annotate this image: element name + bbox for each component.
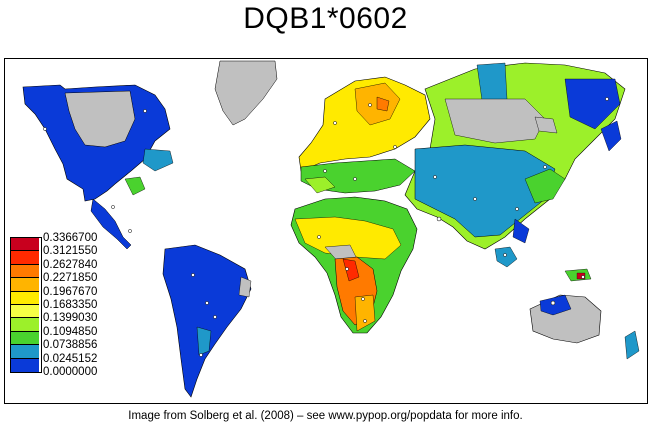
world-map	[4, 58, 648, 404]
africa	[290, 196, 418, 334]
legend-swatch	[11, 278, 39, 292]
legend-color-bar	[10, 237, 42, 373]
legend-swatch	[11, 238, 39, 252]
legend-swatch	[11, 304, 39, 319]
asia	[404, 62, 626, 268]
legend-value: 0.0738856	[43, 339, 98, 352]
legend-swatch	[11, 291, 39, 305]
legend-value: 0.1094850	[43, 325, 98, 338]
north-america	[22, 84, 174, 250]
legend-value: 0.0245152	[43, 352, 98, 365]
greenland	[214, 60, 278, 126]
legend-value: 0.1399030	[43, 312, 98, 325]
legend-swatch	[11, 331, 39, 346]
legend-labels: 0.3366700 0.3121550 0.2627840 0.2271850 0.19…	[43, 232, 97, 379]
legend-value: 0.3121550	[43, 245, 98, 258]
world-map-svg	[22, 60, 640, 398]
legend-swatch	[11, 251, 39, 265]
legend-swatch	[11, 264, 39, 279]
legend-value: 0.2627840	[43, 258, 98, 271]
legend-swatch	[11, 345, 39, 359]
legend-swatch	[11, 358, 39, 372]
legend-value: 0.1967670	[43, 285, 98, 298]
image-credit: Image from Solberg et al. (2008) – see w…	[128, 410, 523, 422]
legend-swatch	[11, 318, 39, 332]
legend-value: 0.0000000	[43, 365, 98, 378]
legend-value: 0.2271850	[43, 272, 98, 285]
south-america	[162, 244, 252, 398]
legend-value: 0.3366700	[43, 232, 98, 244]
sample-points	[43, 97, 609, 357]
legend-value: 0.1683350	[43, 298, 98, 311]
europe	[298, 76, 431, 194]
oceania	[529, 268, 640, 360]
map-title: DQB1*0602	[243, 2, 408, 35]
